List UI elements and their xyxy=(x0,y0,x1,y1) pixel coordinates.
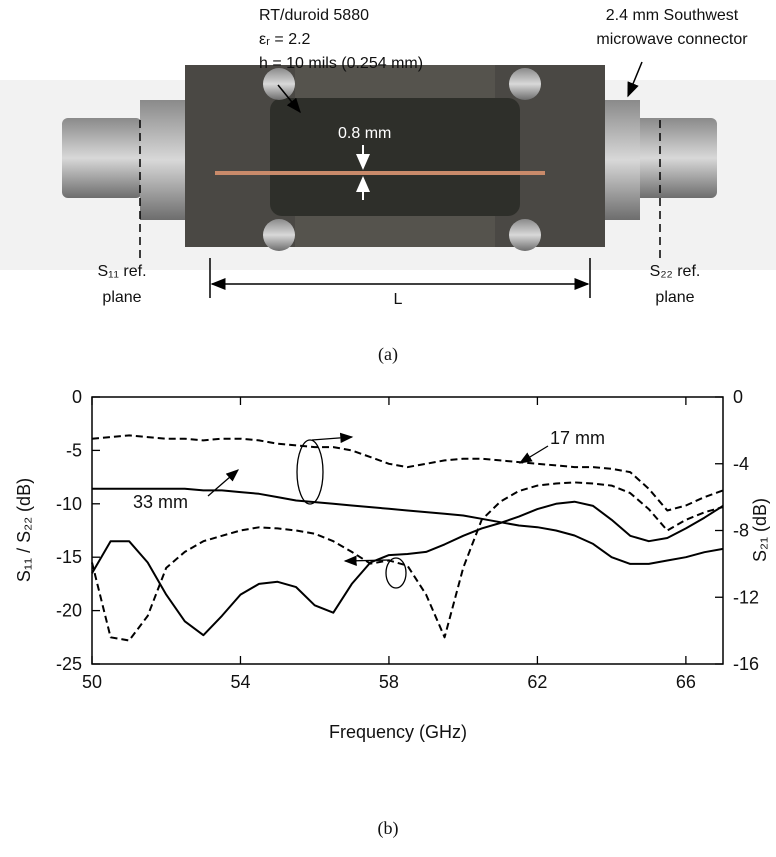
substrate-arrow xyxy=(277,84,301,114)
y-tick-label: 0 xyxy=(72,387,82,407)
x-tick-label: 54 xyxy=(230,672,250,692)
annotation-arrow xyxy=(518,445,549,464)
connector-arrow xyxy=(627,61,643,98)
y-axis-label: S₁₁ / S₂₂ (dB) xyxy=(14,478,34,582)
x-tick-label: 50 xyxy=(82,672,102,692)
substrate-label: RT/duroid 5880 xyxy=(259,7,369,24)
axis-indicator xyxy=(296,439,324,505)
substrate-label: εᵣ = 2.2 xyxy=(259,31,311,48)
substrate xyxy=(270,98,520,216)
y-tick-label: -25 xyxy=(56,654,82,674)
s22-label: S₂₂ ref. xyxy=(650,263,701,280)
y-tick-label: -10 xyxy=(56,494,82,514)
annotation-arrow xyxy=(207,469,239,497)
x-axis-label: Frequency (GHz) xyxy=(329,722,467,742)
right-connector xyxy=(632,118,717,198)
caption: (a) xyxy=(378,344,398,365)
left-connector xyxy=(62,118,142,198)
data-line xyxy=(92,487,724,565)
axis-indicator-arrow xyxy=(343,555,391,566)
y2-tick-label: 0 xyxy=(733,387,743,407)
y-tick-label: -15 xyxy=(56,547,82,567)
annotation: 17 mm xyxy=(550,428,605,448)
axis-indicator-arrow xyxy=(311,432,354,444)
y2-axis-label: S₂₁ (dB) xyxy=(750,498,770,562)
connector-label: microwave connector xyxy=(596,31,748,48)
width-label: 0.8 mm xyxy=(338,125,391,142)
data-line xyxy=(91,500,724,637)
y2-tick-label: -12 xyxy=(733,587,759,607)
annotation: 33 mm xyxy=(133,492,188,512)
y-tick-label: -5 xyxy=(66,440,82,460)
axis-indicator xyxy=(385,557,407,589)
length-label: L xyxy=(394,291,403,308)
x-tick-label: 66 xyxy=(676,672,696,692)
screw xyxy=(263,219,295,251)
left-connector-nut xyxy=(140,100,190,220)
y2-tick-label: -4 xyxy=(733,454,749,474)
screw xyxy=(263,68,295,100)
y2-tick-label: -16 xyxy=(733,654,759,674)
plot-frame xyxy=(91,396,724,665)
data-line xyxy=(91,434,724,512)
s11-label: plane xyxy=(102,289,141,306)
connector-label: 2.4 mm Southwest xyxy=(606,7,739,24)
screw xyxy=(509,68,541,100)
y2-tick-label: -8 xyxy=(733,521,749,541)
x-tick-label: 58 xyxy=(379,672,399,692)
y-tick-label: -20 xyxy=(56,601,82,621)
microstrip xyxy=(215,171,545,175)
caption: (b) xyxy=(378,818,399,839)
s11-label: S₁₁ ref. xyxy=(97,263,146,280)
substrate-label: h = 10 mils (0.254 mm) xyxy=(259,55,423,72)
x-tick-label: 62 xyxy=(527,672,547,692)
screw xyxy=(509,219,541,251)
photo: RT/duroid 5880 εᵣ = 2.2 h = 10 mils (0.2… xyxy=(0,7,776,365)
s22-label: plane xyxy=(655,289,694,306)
